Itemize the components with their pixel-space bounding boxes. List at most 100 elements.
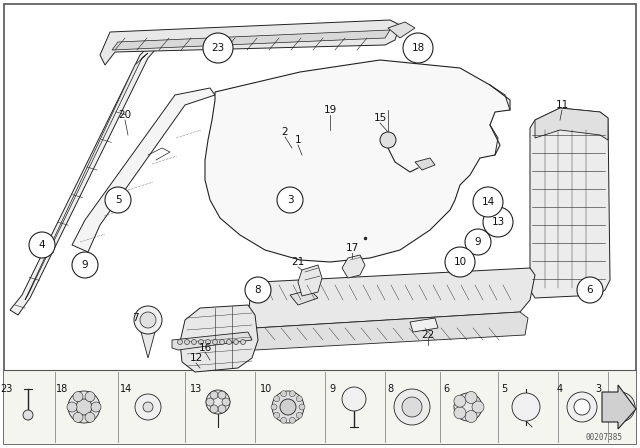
Text: 8: 8 (255, 285, 261, 295)
Text: 10: 10 (453, 257, 467, 267)
Circle shape (281, 391, 287, 396)
Circle shape (184, 340, 189, 345)
Circle shape (289, 418, 295, 423)
Circle shape (218, 391, 226, 399)
Circle shape (105, 187, 131, 213)
Circle shape (222, 398, 230, 406)
Polygon shape (112, 30, 390, 50)
Circle shape (198, 340, 204, 345)
Circle shape (271, 404, 277, 410)
Text: 21: 21 (291, 257, 305, 267)
Circle shape (403, 33, 433, 63)
Polygon shape (388, 22, 415, 38)
Text: 1: 1 (294, 135, 301, 145)
Polygon shape (155, 32, 170, 42)
Circle shape (191, 340, 196, 345)
Circle shape (218, 405, 226, 413)
Circle shape (274, 396, 280, 402)
Circle shape (210, 405, 218, 413)
Circle shape (23, 410, 33, 420)
Circle shape (612, 399, 628, 415)
Circle shape (454, 407, 466, 419)
Circle shape (143, 402, 153, 412)
Text: 15: 15 (373, 113, 387, 123)
Circle shape (465, 229, 491, 255)
Text: 10: 10 (260, 384, 272, 394)
Text: 5: 5 (115, 195, 122, 205)
Circle shape (605, 392, 635, 422)
Text: 6: 6 (587, 285, 593, 295)
Text: 9: 9 (475, 237, 481, 247)
Circle shape (91, 402, 101, 412)
Text: 7: 7 (132, 313, 138, 323)
Text: 13: 13 (190, 384, 202, 394)
Polygon shape (530, 108, 610, 298)
Circle shape (342, 387, 366, 411)
Circle shape (85, 413, 95, 422)
Circle shape (512, 393, 540, 421)
Bar (4, 370, 636, 444)
Circle shape (445, 247, 475, 277)
Text: 2: 2 (282, 127, 288, 137)
Circle shape (220, 340, 225, 345)
Circle shape (29, 232, 55, 258)
Text: 4: 4 (557, 384, 563, 394)
Circle shape (68, 391, 100, 423)
Polygon shape (25, 53, 148, 300)
Circle shape (617, 404, 623, 410)
Text: 12: 12 (189, 353, 203, 363)
Polygon shape (72, 88, 215, 252)
Circle shape (380, 132, 396, 148)
Text: 00207385: 00207385 (585, 433, 622, 442)
Circle shape (394, 389, 430, 425)
Circle shape (465, 410, 477, 422)
Polygon shape (298, 265, 322, 296)
Polygon shape (248, 312, 528, 350)
Text: 22: 22 (421, 330, 435, 340)
Text: 8: 8 (387, 384, 393, 394)
Text: 18: 18 (412, 43, 424, 53)
Polygon shape (602, 385, 636, 429)
Circle shape (473, 187, 503, 217)
Text: 9: 9 (82, 260, 88, 270)
Circle shape (296, 412, 302, 418)
Circle shape (574, 399, 590, 415)
Circle shape (577, 277, 603, 303)
Circle shape (281, 418, 287, 423)
Circle shape (206, 390, 230, 414)
Circle shape (454, 395, 466, 407)
Polygon shape (172, 332, 252, 350)
Text: 17: 17 (346, 243, 358, 253)
Circle shape (203, 33, 233, 63)
Circle shape (272, 391, 304, 423)
Text: 23: 23 (0, 384, 12, 394)
Polygon shape (100, 20, 400, 65)
Circle shape (402, 397, 422, 417)
Polygon shape (415, 158, 435, 170)
Circle shape (245, 277, 271, 303)
Polygon shape (342, 255, 365, 278)
Text: 5: 5 (501, 384, 507, 394)
Circle shape (67, 402, 77, 412)
Circle shape (472, 401, 484, 413)
Circle shape (85, 392, 95, 401)
Text: 11: 11 (556, 100, 568, 110)
Circle shape (280, 399, 296, 415)
Circle shape (483, 207, 513, 237)
Polygon shape (290, 290, 318, 305)
Circle shape (274, 412, 280, 418)
Circle shape (73, 413, 83, 422)
Text: 14: 14 (481, 197, 495, 207)
Circle shape (465, 392, 477, 404)
Circle shape (205, 340, 211, 345)
Polygon shape (535, 108, 608, 140)
Text: 18: 18 (56, 384, 68, 394)
Circle shape (134, 306, 162, 334)
Polygon shape (410, 318, 438, 332)
Circle shape (76, 399, 92, 415)
Text: 9: 9 (329, 384, 335, 394)
Text: 13: 13 (492, 217, 504, 227)
Circle shape (454, 393, 482, 421)
Text: 6: 6 (443, 384, 449, 394)
Circle shape (212, 340, 218, 345)
